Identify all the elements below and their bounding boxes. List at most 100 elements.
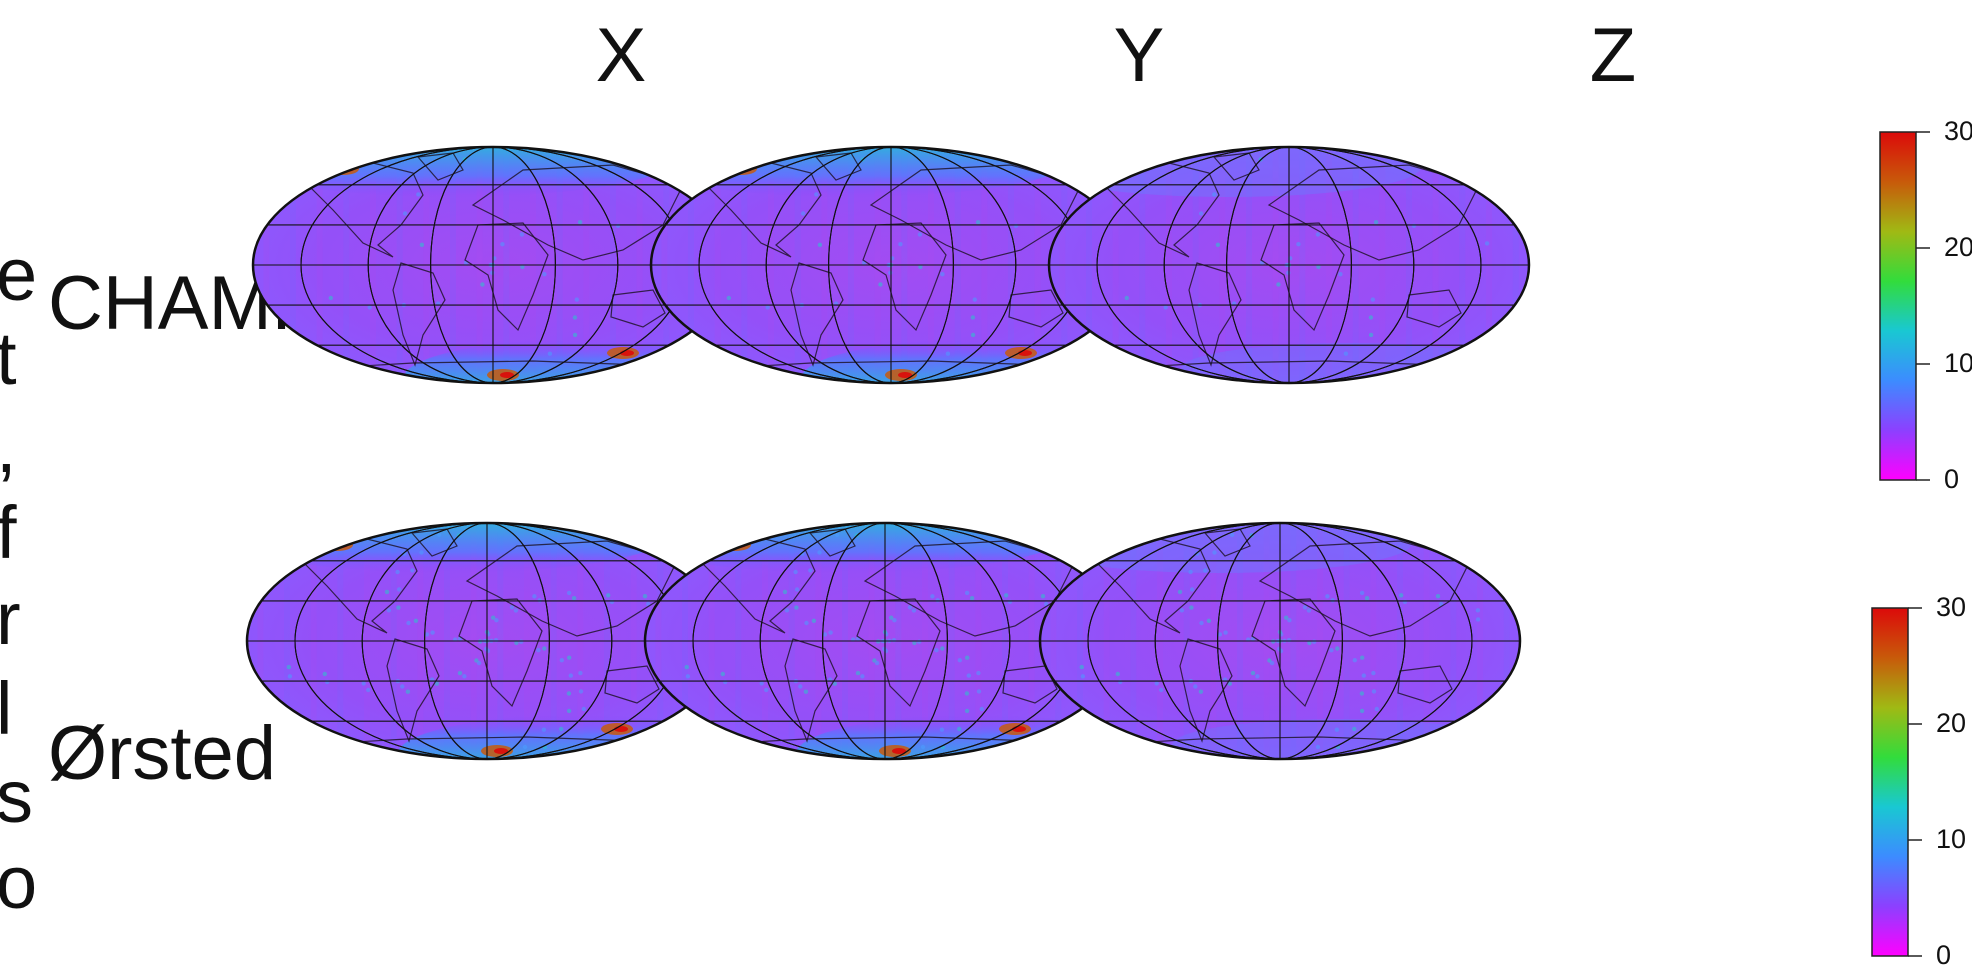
speckle <box>1352 726 1357 732</box>
speckle <box>720 671 725 677</box>
speckle <box>572 332 578 338</box>
north-auroral-band <box>247 523 675 573</box>
speckle <box>855 670 861 676</box>
speckle <box>1296 242 1301 247</box>
speckle <box>940 272 945 277</box>
speckle <box>1188 569 1193 575</box>
graticule-meridian <box>1096 147 1482 383</box>
speckle <box>918 264 923 270</box>
south-auroral-band <box>795 715 1125 759</box>
coastline <box>465 540 678 637</box>
colorbar-tick-label: 20 <box>1944 232 1972 262</box>
speckle <box>1475 608 1481 613</box>
speckle <box>509 605 515 610</box>
clipped-text-char: e <box>0 233 38 316</box>
speckle <box>1334 727 1340 732</box>
south-auroral-band <box>801 339 1131 383</box>
speckle <box>514 640 519 646</box>
speckle <box>1371 689 1377 694</box>
hotspot <box>892 748 906 754</box>
graticule-meridian <box>367 147 619 383</box>
speckle <box>1193 684 1198 689</box>
speckle <box>386 608 392 613</box>
speckle <box>965 655 970 660</box>
colorbar-tick-label: 30 <box>1936 592 1967 622</box>
graticule-meridian <box>1226 147 1352 383</box>
graticule-meridian <box>1163 147 1415 383</box>
hotspot <box>1012 726 1026 732</box>
speckle <box>684 664 689 670</box>
speckle <box>1013 223 1019 228</box>
graticule-meridian <box>1087 523 1473 759</box>
speckle <box>1115 671 1121 677</box>
speckle <box>759 681 764 686</box>
speckle <box>536 648 541 653</box>
graticule-meridian <box>424 523 550 759</box>
speckle <box>1286 270 1291 275</box>
hotspot <box>500 372 514 378</box>
speckle <box>328 295 333 301</box>
speckle <box>1217 632 1223 637</box>
speckle <box>832 681 837 686</box>
speckle <box>1439 601 1444 607</box>
hotspot <box>1018 350 1032 356</box>
coastline <box>1397 665 1453 704</box>
speckle <box>396 605 401 610</box>
clipped-text-char: o <box>0 841 38 924</box>
speckle <box>491 615 496 620</box>
speckle <box>413 618 419 623</box>
speckle <box>1368 315 1374 320</box>
speckle <box>609 599 615 604</box>
speckle <box>1227 681 1233 686</box>
hotspot <box>614 726 628 732</box>
speckle <box>1215 242 1221 247</box>
speckle <box>1360 655 1365 660</box>
speckle <box>1198 689 1204 694</box>
speckle <box>434 681 439 686</box>
speckle <box>828 630 833 635</box>
speckle <box>532 594 537 599</box>
speckle <box>723 679 728 685</box>
speckle <box>1484 241 1490 246</box>
speckle <box>396 587 402 592</box>
coastline <box>863 540 1076 637</box>
speckle <box>402 211 408 216</box>
speckle <box>1302 605 1308 610</box>
colorbar-tick-label: 20 <box>1936 708 1967 738</box>
hotspot <box>898 372 912 378</box>
speckle <box>798 684 803 689</box>
coastline <box>1406 289 1462 328</box>
speckle <box>400 684 405 689</box>
coastline <box>392 262 446 367</box>
speckle <box>542 272 547 277</box>
speckle <box>1315 232 1321 237</box>
speckle <box>1329 648 1334 653</box>
speckle <box>1163 305 1168 310</box>
speckle <box>322 671 327 677</box>
graticule-meridian <box>765 147 1017 383</box>
speckle <box>889 615 894 620</box>
speckle <box>1475 617 1481 622</box>
speckle <box>1159 687 1164 693</box>
speckle <box>493 638 499 643</box>
speckle <box>361 681 366 686</box>
coastline <box>814 152 862 181</box>
speckle <box>1278 648 1284 654</box>
speckle <box>817 550 822 555</box>
speckle <box>945 351 951 356</box>
speckle <box>1179 608 1185 613</box>
speckle <box>366 687 371 693</box>
speckle <box>800 211 806 216</box>
speckle <box>367 305 372 310</box>
speckle <box>490 270 495 275</box>
speckle <box>1040 594 1046 599</box>
speckle <box>395 569 400 575</box>
speckle <box>1007 599 1013 604</box>
speckle <box>1223 630 1228 635</box>
speckle <box>1255 674 1260 679</box>
speckle <box>1044 601 1049 607</box>
speckle <box>892 618 897 623</box>
hotspot <box>620 350 634 356</box>
speckle <box>1079 664 1085 670</box>
speckle <box>940 646 945 651</box>
